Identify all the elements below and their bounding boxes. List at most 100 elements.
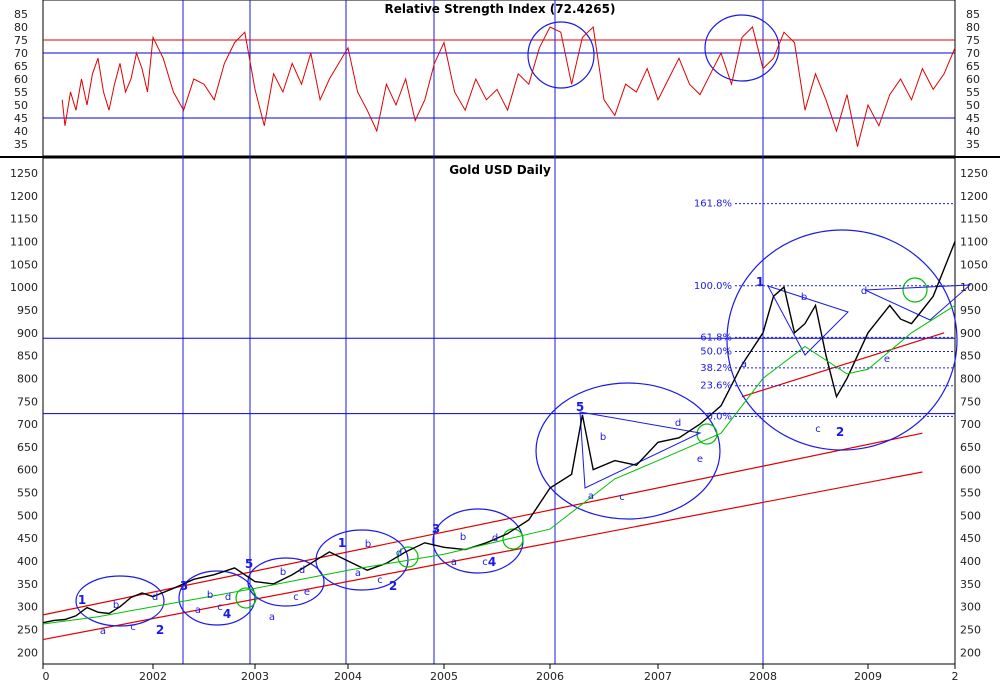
price-y-tick-label: 700 — [17, 418, 38, 431]
wave-ellipse — [247, 557, 325, 607]
rsi-y-tick-label: 65 — [14, 60, 28, 73]
price-y-tick-label: 1200 — [10, 190, 38, 203]
price-y-tick-label: 1250 — [10, 167, 38, 180]
rsi-y-tick-label: 85 — [14, 8, 28, 21]
price-y-tick-label: 900 — [17, 327, 38, 340]
wave-label: c — [377, 575, 383, 586]
x-tick-label: 2009 — [854, 670, 882, 683]
fib-level-label: 61.8% — [700, 332, 732, 343]
rsi-highlight-circle — [527, 21, 595, 89]
wave-label: e — [304, 587, 310, 598]
wave-label: c — [482, 557, 488, 568]
price-y-tick-label: 1000 — [960, 281, 988, 294]
price-y-tick-label: 300 — [17, 601, 38, 614]
fib-level-label: 38.2% — [700, 363, 732, 374]
price-y-tick-label: 950 — [960, 304, 981, 317]
wave-label: e — [697, 454, 703, 465]
rsi-y-tick-label: 50 — [14, 99, 28, 112]
x-tick-label: 2002 — [139, 670, 167, 683]
price-y-tick-label: 900 — [960, 327, 981, 340]
fib-level-label: 161.8% — [694, 199, 732, 210]
rsi-y-tick-label: 40 — [966, 125, 980, 138]
wave-label: c — [815, 424, 821, 435]
rsi-series-line — [61, 25, 956, 147]
price-y-tick-label: 1050 — [10, 258, 38, 271]
price-y-tick-label: 800 — [960, 372, 981, 385]
rsi-highlight-circle — [704, 14, 780, 82]
wave-label: a — [741, 359, 747, 370]
price-y-tick-label: 600 — [960, 464, 981, 477]
wave-label: d — [299, 565, 305, 576]
rsi-y-tick-label: 75 — [966, 34, 980, 47]
wave-label: b — [207, 590, 213, 601]
wave-label: 2 — [389, 579, 397, 593]
wave-label: 5 — [576, 400, 584, 414]
price-y-tick-label: 550 — [960, 487, 981, 500]
wave-ellipse — [726, 229, 958, 451]
rsi-y-tick-label: 35 — [14, 138, 28, 151]
x-tick-label: 2008 — [749, 670, 777, 683]
price-y-tick-label: 1000 — [10, 281, 38, 294]
price-y-tick-label: 850 — [17, 350, 38, 363]
rsi-title: Relative Strength Index (72.4265) — [385, 2, 616, 16]
triangle-pattern — [579, 411, 702, 489]
wave-label: d — [861, 286, 867, 297]
rsi-y-tick-label: 35 — [966, 138, 980, 151]
wave-label: a — [588, 491, 594, 502]
price-y-tick-label: 700 — [960, 418, 981, 431]
wave-label: 2 — [836, 425, 844, 439]
wave-label: b — [113, 600, 119, 611]
price-y-tick-label: 1200 — [960, 190, 988, 203]
price-y-tick-label: 750 — [960, 395, 981, 408]
wave-label: 5 — [245, 557, 253, 571]
x-tick-label: 0 — [43, 670, 50, 683]
rsi-y-tick-label: 60 — [966, 73, 980, 86]
wave-label: 3 — [432, 522, 440, 536]
wave-label: d — [492, 533, 498, 544]
wave-label: 1 — [338, 536, 346, 550]
green-marker-circle — [502, 528, 524, 550]
price-y-tick-label: 500 — [960, 509, 981, 522]
price-y-tick-label: 650 — [960, 441, 981, 454]
price-y-tick-label: 600 — [17, 464, 38, 477]
wave-label: b — [460, 532, 466, 543]
wave-label: d — [675, 418, 681, 429]
rsi-panel — [42, 0, 956, 157]
rsi-y-tick-label: 45 — [966, 112, 980, 125]
wave-label: c — [619, 492, 625, 503]
price-y-tick-label: 450 — [960, 532, 981, 545]
price-y-tick-label: 300 — [960, 601, 981, 614]
rsi-y-tick-label: 70 — [14, 47, 28, 60]
price-y-tick-label: 1100 — [10, 235, 38, 248]
wave-label: 1 — [756, 275, 764, 289]
wave-ellipse — [535, 382, 721, 520]
rsi-y-tick-label: 55 — [966, 86, 980, 99]
rsi-y-tick-label: 85 — [966, 8, 980, 21]
wave-label: 4 — [223, 607, 231, 621]
price-y-tick-label: 350 — [960, 578, 981, 591]
wave-label: 4 — [488, 555, 496, 569]
wave-label: d — [225, 592, 231, 603]
trend-line-1 — [42, 471, 923, 641]
wave-label: b — [801, 292, 807, 303]
fib-level-label: 100.0% — [694, 281, 732, 292]
price-y-tick-label: 1250 — [960, 167, 988, 180]
rsi-y-tick-label: 65 — [966, 60, 980, 73]
price-y-tick-label: 400 — [960, 555, 981, 568]
wave-label: 1 — [78, 593, 86, 607]
wave-label: 3 — [180, 579, 188, 593]
wave-label: a — [100, 626, 106, 637]
price-y-tick-label: 750 — [17, 395, 38, 408]
trend-line-0 — [42, 432, 923, 616]
price-y-tick-label: 200 — [17, 646, 38, 659]
x-tick-label: 2007 — [644, 670, 672, 683]
wave-label: a — [195, 605, 201, 616]
fib-level-label: 50.0% — [700, 346, 732, 357]
wave-label: c — [217, 602, 223, 613]
price-y-tick-label: 250 — [17, 624, 38, 637]
rsi-y-tick-label: 80 — [966, 21, 980, 34]
price-series-line — [42, 241, 956, 624]
green-marker-circle — [235, 587, 257, 609]
rsi-y-tick-label: 40 — [14, 125, 28, 138]
rsi-y-tick-label: 55 — [14, 86, 28, 99]
